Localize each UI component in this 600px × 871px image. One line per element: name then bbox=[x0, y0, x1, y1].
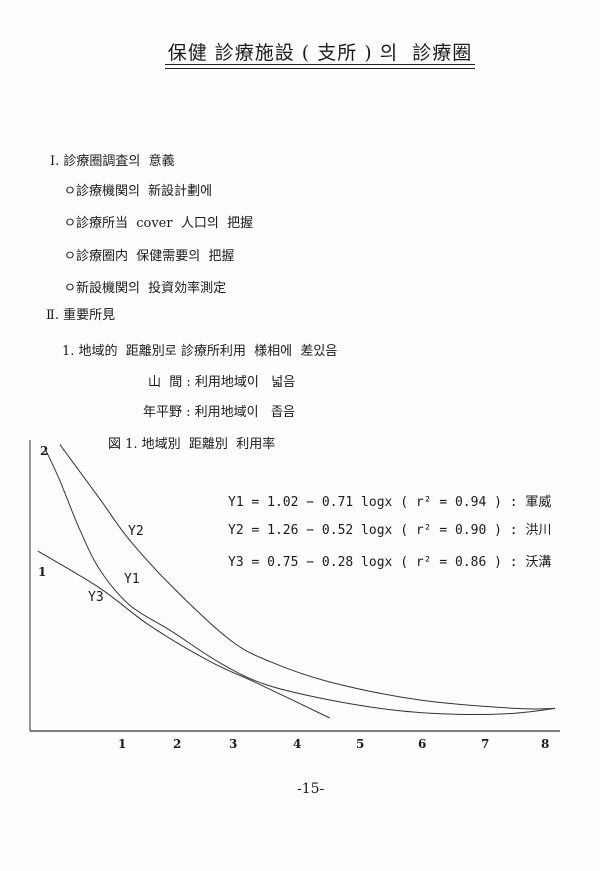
equation-y1: Y1 = 1.02 − 0.71 logx ( r² = 0.94 ) : 軍威 bbox=[228, 491, 551, 510]
y-label-2: 2 bbox=[40, 444, 49, 458]
curve-label-y2: Y2 bbox=[128, 524, 144, 539]
equation-name: Y1 bbox=[228, 495, 244, 510]
equation-text: = 1.02 − 0.71 logx ( r² = 0.94 ) : 軍威 bbox=[251, 495, 552, 510]
series-line-y1 bbox=[45, 450, 556, 716]
finding-sub-item: 山 間 : 利用地域이 넓음 bbox=[148, 375, 296, 390]
series-line-y2 bbox=[59, 444, 556, 710]
equation-text: = 1.26 − 0.52 logx ( r² = 0.90 ) : 洪川 bbox=[251, 523, 552, 538]
page-title: 保健 診療施設 ( 支所 ) 의 診療圈 bbox=[167, 42, 473, 64]
title-underline bbox=[165, 64, 475, 69]
x-tick-label: 5 bbox=[356, 737, 365, 751]
y-label-1: 1 bbox=[38, 565, 47, 579]
series-name: Y2 bbox=[128, 524, 144, 539]
x-tick-label: 4 bbox=[293, 737, 302, 751]
bullet-item: ㅇ診療所当 cover 人口의 把握 bbox=[64, 216, 254, 231]
bullet-item: ㅇ新設機関의 投資効率測定 bbox=[64, 281, 227, 296]
bullet-item: ㅇ診療機関의 新設計劃에 bbox=[64, 184, 213, 199]
finding-item: 1. 地域的 距離別로 診療所利用 様相에 差있음 bbox=[62, 344, 338, 359]
series-name: Y3 bbox=[88, 590, 104, 605]
bullet-item: ㅇ診療圈内 保健需要의 把握 bbox=[64, 249, 235, 264]
figure-caption: 図 1. 地域別 距離別 利用率 bbox=[108, 437, 276, 452]
equation-name: Y2 bbox=[228, 523, 244, 538]
curve-label-y1: Y1 bbox=[124, 572, 140, 587]
series-name: Y1 bbox=[124, 572, 140, 587]
section-2-heading: Ⅱ. 重要所見 bbox=[46, 308, 116, 323]
finding-sub-item: 年平野 : 利用地域이 좁음 bbox=[143, 405, 295, 420]
page-number: -15- bbox=[297, 781, 325, 797]
equation-name: Y3 bbox=[228, 555, 244, 570]
x-tick-label: 6 bbox=[418, 737, 427, 751]
curve-label-y3: Y3 bbox=[88, 590, 104, 605]
section-1-heading: Ⅰ. 診療圈調査의 意義 bbox=[50, 154, 175, 169]
x-tick-label: 7 bbox=[481, 737, 490, 751]
x-tick-label: 3 bbox=[229, 737, 238, 751]
equation-text: = 0.75 − 0.28 logx ( r² = 0.86 ) : 沃溝 bbox=[251, 555, 552, 570]
equation-y3: Y3 = 0.75 − 0.28 logx ( r² = 0.86 ) : 沃溝 bbox=[228, 551, 551, 570]
series-line-y3 bbox=[37, 550, 330, 719]
x-tick-label: 1 bbox=[118, 737, 127, 751]
x-tick-label: 2 bbox=[173, 737, 182, 751]
equation-y2: Y2 = 1.26 − 0.52 logx ( r² = 0.90 ) : 洪川 bbox=[228, 519, 551, 538]
x-tick-label: 8 bbox=[541, 737, 550, 751]
